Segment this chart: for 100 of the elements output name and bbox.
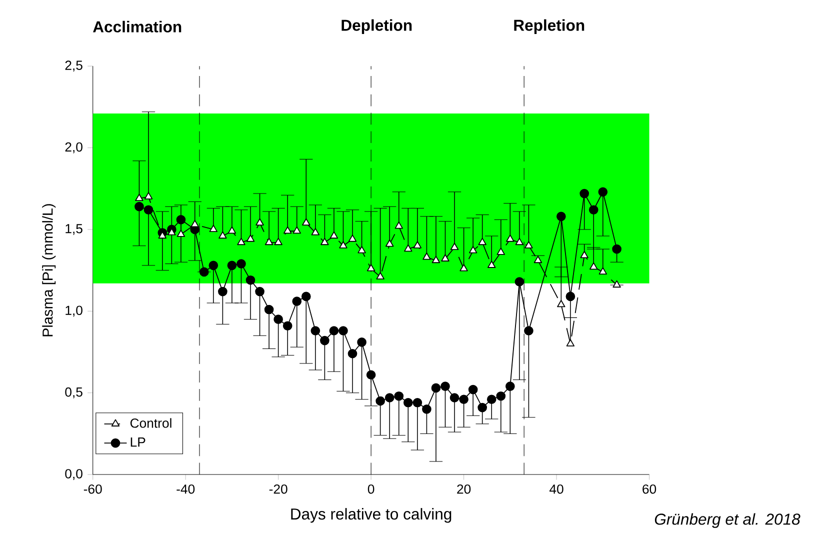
point [524, 241, 533, 249]
text: Depletion [342, 19, 412, 34]
point [348, 234, 357, 242]
point [209, 224, 218, 232]
point [386, 240, 394, 247]
point [612, 280, 621, 288]
point [496, 392, 506, 401]
text: Acclimation [93, 21, 182, 33]
x-tick-label: -60 [84, 484, 102, 494]
point [144, 205, 154, 215]
point [301, 292, 311, 302]
point [282, 321, 292, 331]
y-tick-label: 1,0 [66, 306, 82, 317]
point [274, 238, 282, 246]
point [176, 230, 186, 238]
point [459, 394, 468, 404]
point [514, 277, 524, 287]
point [236, 259, 246, 269]
point [338, 326, 348, 336]
point [329, 326, 339, 336]
y-tick-label: 0,5 [65, 388, 82, 398]
point [598, 267, 607, 275]
y-tick-label: 2,0 [65, 142, 82, 154]
point [506, 234, 514, 242]
point [302, 218, 310, 226]
point [450, 242, 459, 250]
x-tick-label: 0 [368, 484, 374, 494]
point [218, 232, 227, 239]
point [588, 205, 598, 215]
point [612, 244, 622, 254]
point [488, 260, 496, 268]
point [432, 256, 440, 264]
point [422, 252, 431, 260]
point [366, 264, 376, 272]
point [264, 238, 274, 246]
point [496, 248, 505, 256]
point [478, 238, 486, 246]
point [580, 189, 590, 198]
point [190, 220, 199, 228]
point [580, 251, 588, 258]
point [486, 394, 496, 404]
point [246, 276, 256, 285]
point [431, 383, 441, 393]
point [348, 349, 358, 358]
point [237, 238, 246, 246]
point [283, 226, 292, 234]
text: Repletion [514, 19, 584, 34]
point [394, 222, 403, 229]
x-tick-label: 60 [642, 484, 656, 494]
point [199, 267, 209, 277]
x-tick-label: 40 [550, 484, 564, 494]
point [441, 254, 450, 262]
point [208, 260, 218, 270]
y-axis-title: Plasma [Pi] (mmol/L) [42, 204, 56, 336]
point [274, 314, 283, 324]
y-tick-label: 1,5 [66, 224, 82, 236]
point [292, 226, 301, 234]
point [478, 403, 488, 412]
point [339, 241, 348, 249]
point [228, 226, 236, 234]
point [292, 296, 302, 306]
x-tick-label: -40 [176, 484, 195, 494]
point [376, 272, 384, 280]
point [566, 339, 575, 347]
point [358, 246, 366, 254]
point [440, 382, 450, 392]
point [218, 287, 228, 296]
point [246, 234, 255, 242]
point [330, 232, 338, 239]
point [413, 241, 422, 249]
point [590, 262, 598, 270]
point [422, 404, 432, 414]
point [320, 238, 329, 246]
point [256, 218, 264, 226]
point [450, 393, 460, 403]
point [376, 396, 385, 406]
point [515, 238, 524, 246]
point [394, 392, 404, 401]
point [158, 232, 167, 239]
y-tick-label: 0,0 [65, 469, 82, 480]
point [255, 287, 264, 296]
point [566, 292, 576, 302]
point [310, 326, 320, 336]
point [320, 336, 330, 346]
point [144, 192, 153, 200]
point [468, 246, 478, 254]
point [227, 260, 237, 270]
point [403, 398, 413, 408]
point [135, 194, 144, 202]
point [412, 398, 422, 408]
point [264, 305, 274, 314]
point [311, 228, 320, 236]
point [357, 338, 366, 348]
legend-label: Control [130, 418, 172, 428]
text: Grünberg et al. 2018 [654, 513, 800, 528]
x-tick-label: 20 [457, 484, 471, 494]
point [404, 244, 412, 252]
point [556, 212, 566, 222]
point [468, 385, 478, 394]
point [534, 256, 542, 264]
